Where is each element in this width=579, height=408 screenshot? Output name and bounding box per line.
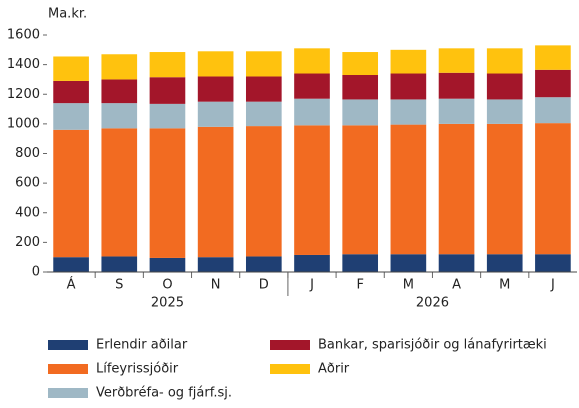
bar-segment (535, 97, 571, 124)
bar-segment (101, 128, 138, 257)
bar-segment (342, 74, 379, 100)
bar-segment (486, 73, 523, 100)
legend-swatch (48, 340, 88, 350)
x-tick-label: F (356, 278, 363, 293)
bar-segment (342, 254, 379, 272)
bar-segment (438, 254, 475, 272)
legend-label: Erlendir aðilar (96, 338, 188, 353)
bar-segment (294, 48, 330, 74)
bar-segment (486, 254, 523, 272)
bar-segment (245, 126, 282, 257)
bar-segment (101, 103, 138, 129)
x-group-label: 2026 (416, 296, 449, 311)
bar-segment (53, 56, 89, 81)
x-tick-label: J (309, 278, 314, 293)
bar-segment (342, 125, 379, 255)
bar-segment (149, 77, 186, 104)
bar-segment (53, 103, 89, 130)
bar-segment (101, 256, 138, 272)
y-tick-label: 1000 (7, 116, 40, 131)
bar-segment (197, 51, 234, 77)
legend-label: Bankar, sparisjóðir og lánafyrirtæki (318, 338, 547, 353)
bar-segment (486, 99, 523, 124)
legend-swatch (270, 364, 310, 374)
bar-segment (390, 124, 427, 255)
bar-segment (101, 79, 138, 104)
bar-segment (535, 123, 571, 255)
x-tick-label: S (115, 278, 123, 293)
bar-segment (294, 98, 330, 126)
legend-label: Aðrir (318, 362, 350, 377)
bar-segment (390, 99, 427, 125)
x-tick-label: Á (67, 277, 76, 293)
bar-segment (486, 48, 523, 74)
x-tick-label: O (162, 278, 172, 293)
bar-segment (438, 123, 475, 255)
y-tick-label: 400 (15, 205, 40, 220)
x-tick-label: J (550, 278, 555, 293)
bar-segment (535, 254, 571, 272)
legend-label: Verðbréfa- og fjárf.sj. (96, 386, 232, 401)
y-axis-label: Ma.kr. (48, 7, 87, 22)
y-tick-label: 1600 (7, 28, 40, 43)
bar-segment (197, 76, 234, 102)
bar-segment (245, 76, 282, 102)
bar-segment (438, 72, 475, 99)
x-tick-label: N (211, 278, 221, 293)
legend-swatch (270, 340, 310, 350)
x-group-label: 2025 (151, 296, 184, 311)
bar-segment (149, 128, 186, 258)
bar-segment (294, 73, 330, 99)
bar-segment (342, 52, 379, 75)
y-tick-label: 800 (15, 146, 40, 161)
bar-segment (53, 257, 89, 272)
y-tick-label: 600 (15, 176, 40, 191)
x-tick-label: M (403, 278, 414, 293)
legend-label: Lífeyrissjóðir (96, 362, 179, 377)
bar-segment (197, 101, 234, 127)
bar-segment (438, 48, 475, 73)
y-tick-label: 200 (15, 235, 40, 250)
bar-segment (390, 49, 427, 74)
bar-segment (294, 254, 330, 272)
bar-segment (245, 256, 282, 272)
bar-segment (390, 254, 427, 272)
bar-segment (294, 125, 330, 255)
bar-segment (53, 129, 89, 258)
bar-segment (342, 99, 379, 126)
bar-segment (149, 103, 186, 129)
bar-segment (245, 51, 282, 77)
bar-segment (535, 69, 571, 98)
bar-segment (486, 123, 523, 255)
bar-segment (197, 257, 234, 272)
legend-swatch (48, 364, 88, 374)
y-tick-label: 1200 (7, 87, 40, 102)
y-tick-label: 1400 (7, 57, 40, 72)
bar-segment (535, 45, 571, 70)
x-tick-label: M (499, 278, 510, 293)
legend-swatch (48, 388, 88, 398)
x-tick-label: D (259, 278, 269, 293)
bar-segment (390, 73, 427, 100)
bar-segment (149, 52, 186, 78)
bar-segment (149, 257, 186, 272)
bar-segment (438, 98, 475, 124)
bar-segment (101, 54, 138, 80)
x-tick-label: A (452, 278, 461, 293)
y-tick-label: 0 (32, 265, 40, 280)
bar-segment (53, 80, 89, 104)
bar-segment (197, 126, 234, 258)
bar-segment (245, 101, 282, 127)
